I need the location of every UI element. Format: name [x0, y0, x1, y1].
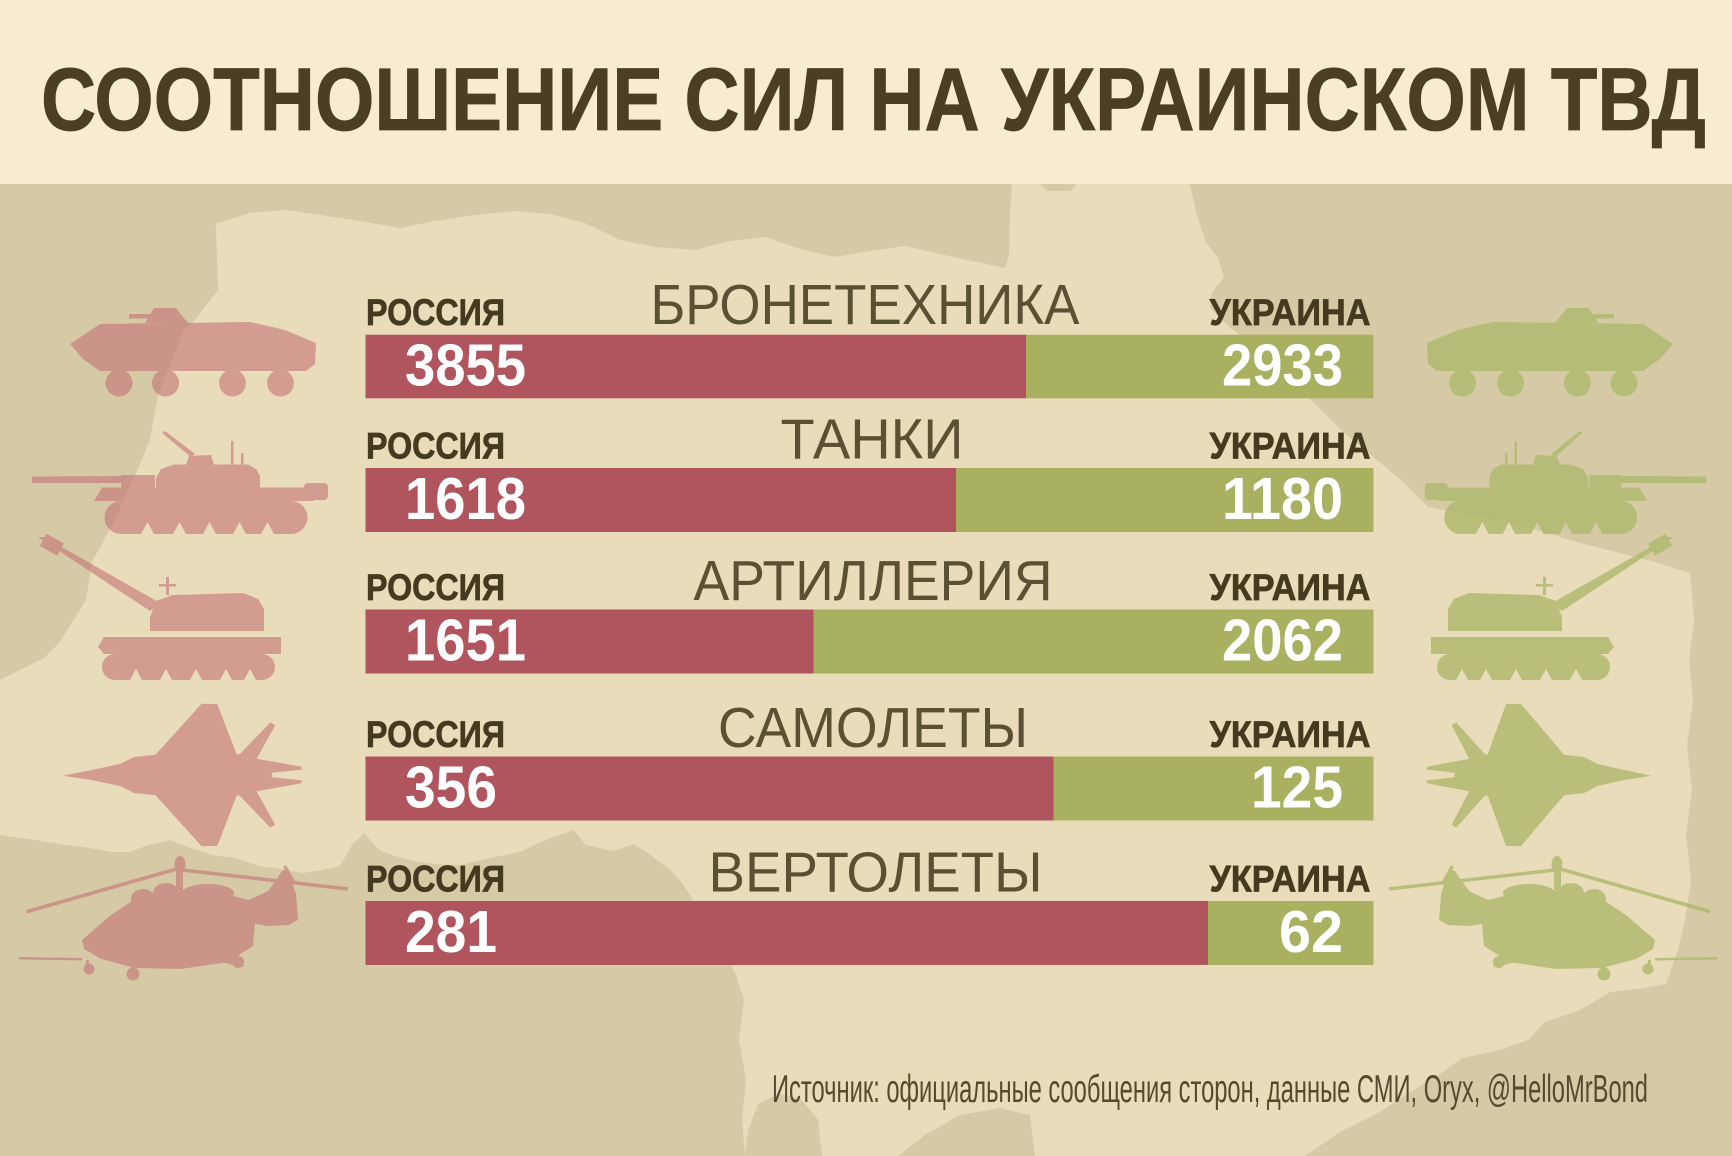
svg-text:УКРАИНА: УКРАИНА [1210, 859, 1371, 900]
svg-text:РОССИЯ: РОССИЯ [366, 426, 505, 467]
svg-text:2933: 2933 [1222, 332, 1343, 399]
svg-text:УКРАИНА: УКРАИНА [1210, 426, 1371, 467]
svg-text:УКРАИНА: УКРАИНА [1210, 292, 1371, 333]
svg-text:ТАНКИ: ТАНКИ [781, 408, 964, 472]
svg-text:СООТНОШЕНИЕ СИЛ НА УКРАИНСКОМ: СООТНОШЕНИЕ СИЛ НА УКРАИНСКОМ ТВД [41, 49, 1706, 149]
svg-text:1180: 1180 [1222, 465, 1343, 532]
svg-text:62: 62 [1279, 898, 1343, 965]
svg-text:281: 281 [405, 898, 497, 965]
svg-text:125: 125 [1251, 754, 1343, 821]
svg-text:Источник: официальные сообщени: Источник: официальные сообщения сторон, … [772, 1068, 1648, 1111]
svg-text:РОССИЯ: РОССИЯ [366, 859, 505, 900]
svg-text:САМОЛЕТЫ: САМОЛЕТЫ [718, 696, 1028, 760]
svg-text:ВЕРТОЛЕТЫ: ВЕРТОЛЕТЫ [709, 841, 1043, 905]
svg-text:2062: 2062 [1222, 607, 1343, 674]
svg-text:356: 356 [405, 754, 497, 821]
svg-text:РОССИЯ: РОССИЯ [366, 714, 505, 755]
svg-text:3855: 3855 [405, 332, 526, 399]
svg-text:БРОНЕТЕХНИКА: БРОНЕТЕХНИКА [651, 273, 1080, 337]
svg-text:РОССИЯ: РОССИЯ [366, 567, 505, 608]
svg-text:УКРАИНА: УКРАИНА [1210, 714, 1371, 755]
svg-text:АРТИЛЛЕРИЯ: АРТИЛЛЕРИЯ [694, 549, 1053, 613]
svg-text:1618: 1618 [405, 465, 526, 532]
svg-text:РОССИЯ: РОССИЯ [366, 292, 505, 333]
svg-text:УКРАИНА: УКРАИНА [1210, 567, 1371, 608]
svg-text:1651: 1651 [405, 607, 526, 674]
